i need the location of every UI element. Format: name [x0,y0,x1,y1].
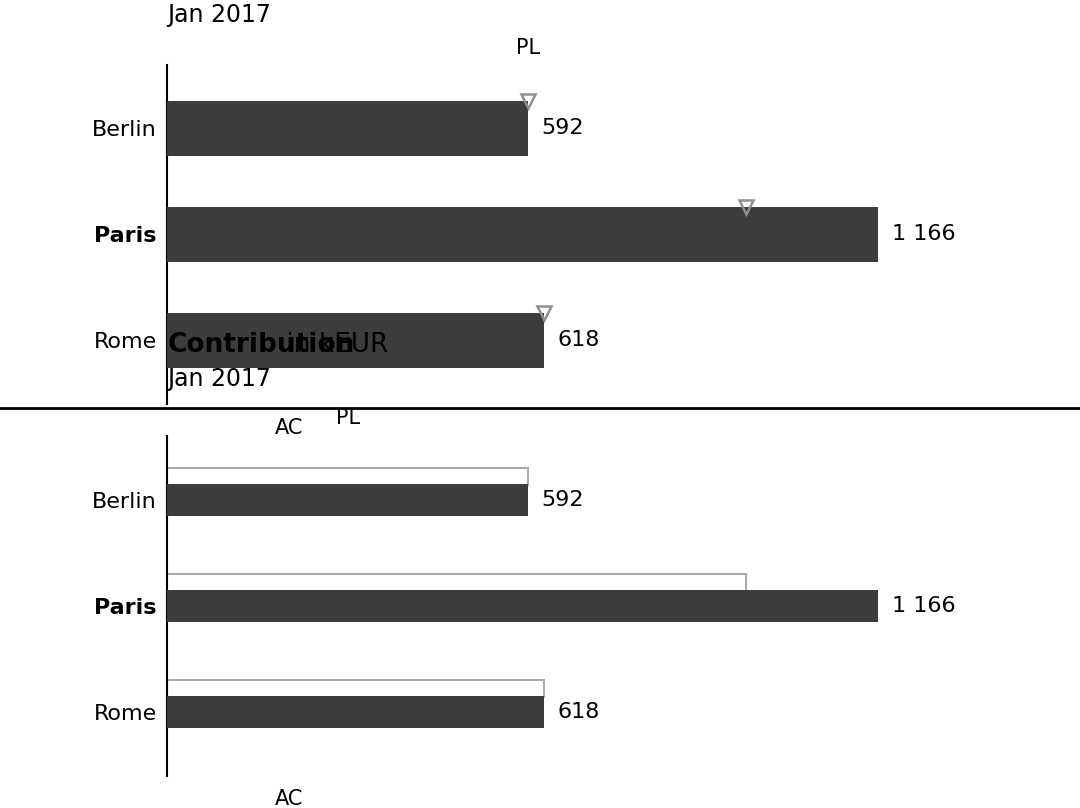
Text: PL: PL [336,408,360,428]
Bar [167,590,878,622]
Bar [167,468,528,485]
Text: 1 166: 1 166 [892,596,955,616]
Bar [167,574,746,591]
Text: in kEUR: in kEUR [278,332,388,358]
Bar [167,680,544,697]
Bar [167,313,544,368]
Bar [167,484,528,516]
Text: 1 166: 1 166 [892,225,955,244]
Bar [167,696,544,728]
Text: Jan 2017: Jan 2017 [167,3,271,27]
Text: AC: AC [275,418,303,438]
Text: 618: 618 [557,702,599,722]
Text: Contribution: Contribution [167,332,354,358]
Bar [167,207,878,262]
Text: AC: AC [275,789,303,808]
Text: 592: 592 [542,118,584,138]
Text: Jan 2017: Jan 2017 [167,367,271,390]
Text: PL: PL [516,38,540,58]
Text: 618: 618 [557,330,599,351]
Text: 592: 592 [542,490,584,510]
Bar [167,101,528,156]
